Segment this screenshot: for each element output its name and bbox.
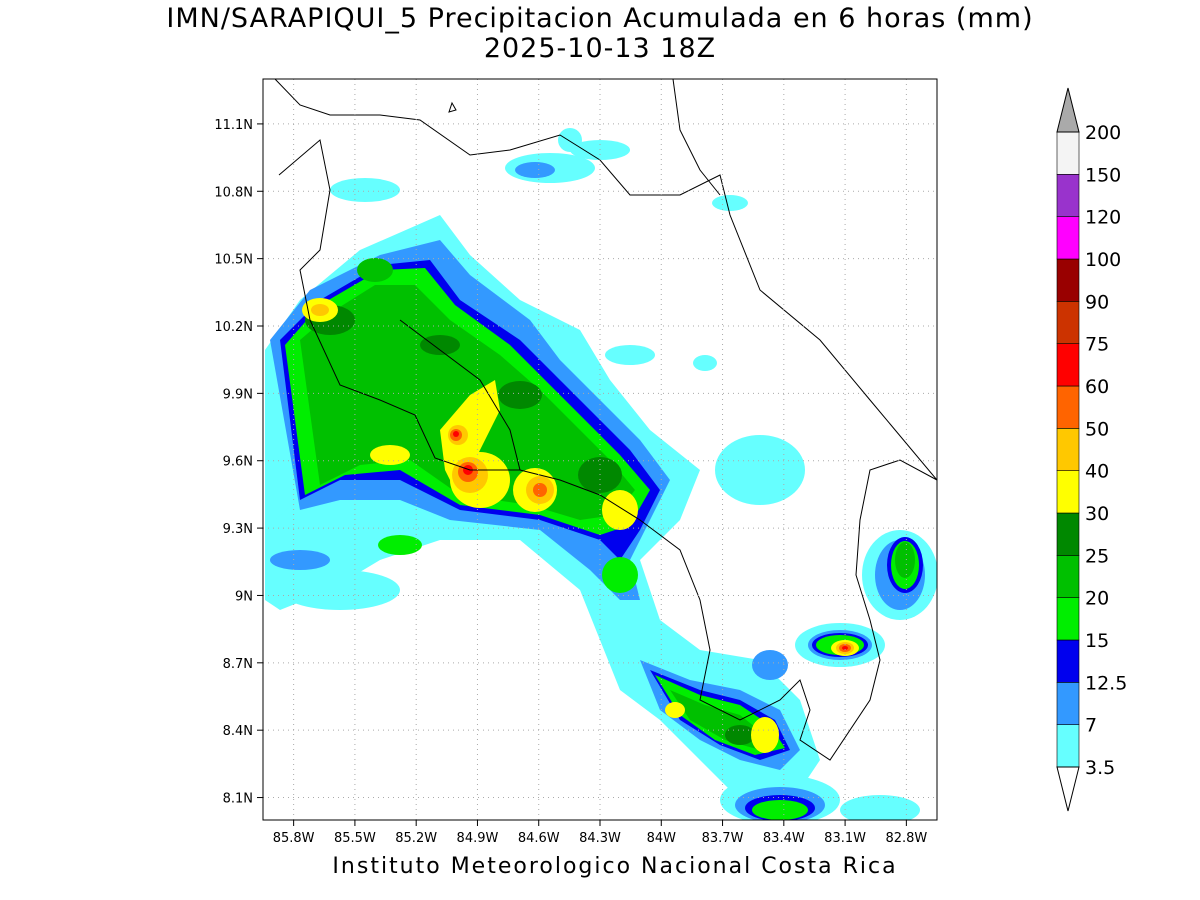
colorbar-label: 90 <box>1085 291 1109 313</box>
lat-tick-label: 11.1N <box>214 118 253 133</box>
colorbar-label: 200 <box>1085 122 1121 144</box>
colorbar-swatch <box>1056 301 1080 344</box>
lon-tick-label: 84W <box>647 831 677 846</box>
colorbar-bottom-arrow <box>1056 766 1080 812</box>
colorbar-swatch <box>1056 724 1080 768</box>
colorbar-label: 7 <box>1085 715 1097 737</box>
lon-tick-label: 83.1W <box>824 831 866 846</box>
colorbar-label: 15 <box>1085 630 1109 652</box>
colorbar-swatch <box>1056 639 1080 683</box>
lon-tick-label: 84.6W <box>518 831 560 846</box>
colorbar-top-arrow <box>1056 87 1080 133</box>
lon-tick-label: 82.8W <box>885 831 927 846</box>
colorbar-label: 100 <box>1085 249 1121 271</box>
colorbar-label: 75 <box>1085 334 1109 356</box>
precip-level-25 <box>305 305 755 745</box>
colorbar-label: 30 <box>1085 503 1109 525</box>
colorbar-swatch <box>1056 597 1080 641</box>
nicoya-gulf-line <box>399 319 521 471</box>
lon-tick-label: 83.7W <box>702 831 744 846</box>
lon-tick-label: 85.5W <box>334 831 376 846</box>
lat-tick-label: 9.3N <box>223 522 253 537</box>
longitude-axis: 85.8W 85.5W 85.2W 84.9W 84.6W 84.3W 84W 83.7W 83… <box>273 820 927 846</box>
lon-tick-label: 84.3W <box>579 831 621 846</box>
colorbar-label: 25 <box>1085 545 1109 567</box>
colorbar-swatch <box>1056 216 1080 260</box>
lon-tick-label: 85.8W <box>273 831 315 846</box>
pacific-coast <box>278 139 937 761</box>
precipitation-field <box>265 128 937 820</box>
colorbar-label: 3.5 <box>1085 757 1115 779</box>
colorbar-swatch <box>1056 131 1080 175</box>
map-subtitle-datetime: 2025-10-13 18Z <box>483 33 717 64</box>
precip-level-60 <box>453 431 848 650</box>
lat-tick-label: 10.8N <box>214 185 253 200</box>
lon-tick-label: 83.4W <box>763 831 805 846</box>
colorbar-swatch <box>1056 470 1080 514</box>
colorbar-label: 12.5 <box>1085 672 1127 694</box>
colorbar-swatch <box>1056 385 1080 429</box>
graticule <box>263 79 937 820</box>
island-outline <box>448 101 457 113</box>
colorbar-swatch <box>1056 343 1080 387</box>
lat-tick-label: 10.5N <box>214 253 253 268</box>
lon-tick-label: 84.9W <box>457 831 499 846</box>
lat-tick-label: 9.6N <box>223 455 253 470</box>
colorbar-swatch <box>1056 555 1080 598</box>
colorbar-swatch <box>1056 174 1080 217</box>
colorbar-label: 40 <box>1085 461 1109 483</box>
lat-tick-label: 9.9N <box>223 387 253 402</box>
colorbar-swatch <box>1056 258 1080 302</box>
colorbar-label: 50 <box>1085 418 1109 440</box>
colorbar-label: 150 <box>1085 164 1121 186</box>
colorbar-swatch <box>1056 428 1080 471</box>
colorbar: 3.5 7 12.5 15 20 25 30 40 50 60 75 90 100 120 150 200 <box>1056 87 1127 812</box>
lat-tick-label: 10.2N <box>214 320 253 335</box>
lat-tick-label: 8.7N <box>223 657 253 672</box>
lat-tick-label: 8.1N <box>223 792 253 807</box>
colorbar-label: 120 <box>1085 207 1121 229</box>
lat-tick-label: 9N <box>235 589 253 604</box>
colorbar-swatch <box>1056 512 1080 556</box>
colorbar-swatch <box>1056 682 1080 725</box>
coastline-lines <box>274 79 937 761</box>
colorbar-label: 20 <box>1085 588 1109 610</box>
credit-text: Instituto Meteorologico Nacional Costa R… <box>332 854 898 879</box>
map-title: IMN/SARAPIQUI_5 Precipitacion Acumulada … <box>166 3 1034 34</box>
lat-tick-label: 8.4N <box>223 724 253 739</box>
colorbar-label: 60 <box>1085 376 1109 398</box>
latitude-axis: 11.1N 10.8N 10.5N 10.2N 9.9N 9.6N 9.3N 9N 8.7N 8.… <box>214 118 263 807</box>
lon-tick-label: 85.2W <box>395 831 437 846</box>
nicaragua-border <box>672 79 721 196</box>
